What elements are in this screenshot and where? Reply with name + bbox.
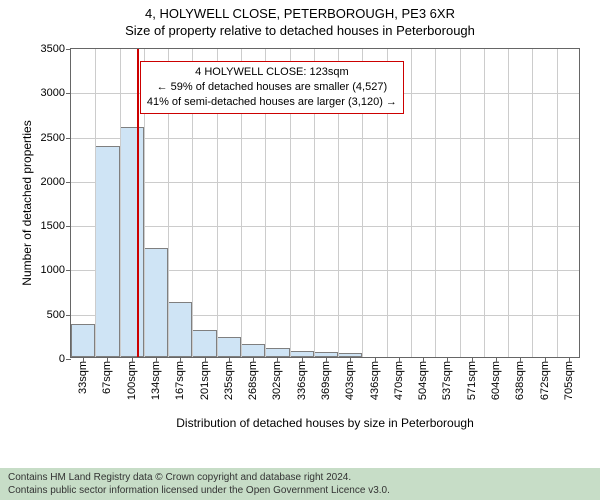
x-tick-label: 268sqm	[247, 361, 259, 400]
x-tick-label: 504sqm	[417, 361, 429, 400]
footer-line2: Contains public sector information licen…	[8, 484, 592, 497]
chart-title-line2: Size of property relative to detached ho…	[0, 23, 600, 40]
y-tick-mark	[66, 226, 71, 227]
x-tick-mark	[277, 357, 278, 362]
x-tick-mark	[423, 357, 424, 362]
grid-line	[435, 49, 436, 357]
y-axis-title: Number of detached properties	[20, 48, 34, 358]
grid-line	[508, 49, 509, 357]
x-tick-label: 403sqm	[344, 361, 356, 400]
grid-line	[120, 49, 121, 357]
grid-line	[557, 49, 558, 357]
x-tick-mark	[350, 357, 351, 362]
reference-marker-line	[137, 49, 139, 357]
x-tick-label: 235sqm	[223, 361, 235, 400]
license-footer: Contains HM Land Registry data © Crown c…	[0, 468, 600, 500]
x-tick-label: 470sqm	[393, 361, 405, 400]
y-tick-label: 500	[47, 309, 65, 321]
y-tick-label: 2500	[41, 132, 65, 144]
x-tick-mark	[107, 357, 108, 362]
x-tick-mark	[180, 357, 181, 362]
grid-line	[71, 226, 579, 227]
y-tick-mark	[66, 270, 71, 271]
x-axis-title: Distribution of detached houses by size …	[70, 416, 580, 430]
y-tick-mark	[66, 49, 71, 50]
y-tick-mark	[66, 182, 71, 183]
histogram-bar	[241, 344, 265, 357]
x-tick-mark	[399, 357, 400, 362]
x-tick-mark	[545, 357, 546, 362]
y-tick-label: 0	[59, 353, 65, 365]
y-tick-label: 3000	[41, 87, 65, 99]
histogram-bar	[217, 337, 241, 357]
x-tick-mark	[496, 357, 497, 362]
x-tick-mark	[132, 357, 133, 362]
footer-line1: Contains HM Land Registry data © Crown c…	[8, 471, 592, 484]
x-tick-label: 604sqm	[490, 361, 502, 400]
plot-region: 4 HOLYWELL CLOSE: 123sqm← 59% of detache…	[70, 48, 580, 358]
grid-line	[532, 49, 533, 357]
histogram-bar	[265, 348, 289, 357]
x-tick-label: 369sqm	[320, 361, 332, 400]
x-tick-mark	[83, 357, 84, 362]
x-tick-mark	[156, 357, 157, 362]
histogram-bar	[95, 146, 119, 357]
x-tick-mark	[472, 357, 473, 362]
x-tick-label: 302sqm	[271, 361, 283, 400]
histogram-bar	[168, 302, 192, 357]
chart-container: 4, HOLYWELL CLOSE, PETERBOROUGH, PE3 6XR…	[0, 0, 600, 465]
grid-line	[460, 49, 461, 357]
x-tick-mark	[569, 357, 570, 362]
x-tick-label: 67sqm	[101, 361, 113, 394]
histogram-bar	[120, 127, 144, 357]
histogram-bar	[192, 330, 216, 357]
x-tick-label: 33sqm	[77, 361, 89, 394]
y-tick-label: 3500	[41, 43, 65, 55]
grid-line	[71, 182, 579, 183]
x-tick-mark	[447, 357, 448, 362]
x-tick-label: 571sqm	[466, 361, 478, 400]
plot-area: 4 HOLYWELL CLOSE: 123sqm← 59% of detache…	[71, 49, 579, 357]
y-tick-mark	[66, 315, 71, 316]
annotation-line: 41% of semi-detached houses are larger (…	[147, 95, 397, 110]
x-tick-label: 672sqm	[539, 361, 551, 400]
y-tick-label: 1000	[41, 264, 65, 276]
x-tick-label: 537sqm	[441, 361, 453, 400]
histogram-bar	[144, 248, 168, 357]
x-tick-label: 201sqm	[199, 361, 211, 400]
x-tick-label: 638sqm	[514, 361, 526, 400]
grid-line	[95, 49, 96, 357]
chart-title-line1: 4, HOLYWELL CLOSE, PETERBOROUGH, PE3 6XR	[0, 6, 600, 23]
x-tick-label: 167sqm	[174, 361, 186, 400]
y-tick-label: 1500	[41, 220, 65, 232]
grid-line	[484, 49, 485, 357]
histogram-bar	[71, 324, 95, 357]
x-tick-mark	[253, 357, 254, 362]
x-tick-label: 134sqm	[150, 361, 162, 400]
x-tick-mark	[326, 357, 327, 362]
grid-line	[71, 138, 579, 139]
x-tick-label: 100sqm	[126, 361, 138, 400]
x-tick-mark	[205, 357, 206, 362]
annotation-line: ← 59% of detached houses are smaller (4,…	[147, 80, 397, 95]
x-tick-mark	[520, 357, 521, 362]
y-tick-mark	[66, 359, 71, 360]
y-tick-label: 2000	[41, 176, 65, 188]
annotation-line: 4 HOLYWELL CLOSE: 123sqm	[147, 65, 397, 80]
x-tick-label: 436sqm	[369, 361, 381, 400]
annotation-box: 4 HOLYWELL CLOSE: 123sqm← 59% of detache…	[140, 61, 404, 114]
chart-title-block: 4, HOLYWELL CLOSE, PETERBOROUGH, PE3 6XR…	[0, 0, 600, 40]
x-tick-label: 336sqm	[296, 361, 308, 400]
x-tick-mark	[375, 357, 376, 362]
grid-line	[411, 49, 412, 357]
x-tick-mark	[229, 357, 230, 362]
y-tick-mark	[66, 93, 71, 94]
x-tick-label: 705sqm	[563, 361, 575, 400]
y-tick-mark	[66, 138, 71, 139]
x-tick-mark	[302, 357, 303, 362]
